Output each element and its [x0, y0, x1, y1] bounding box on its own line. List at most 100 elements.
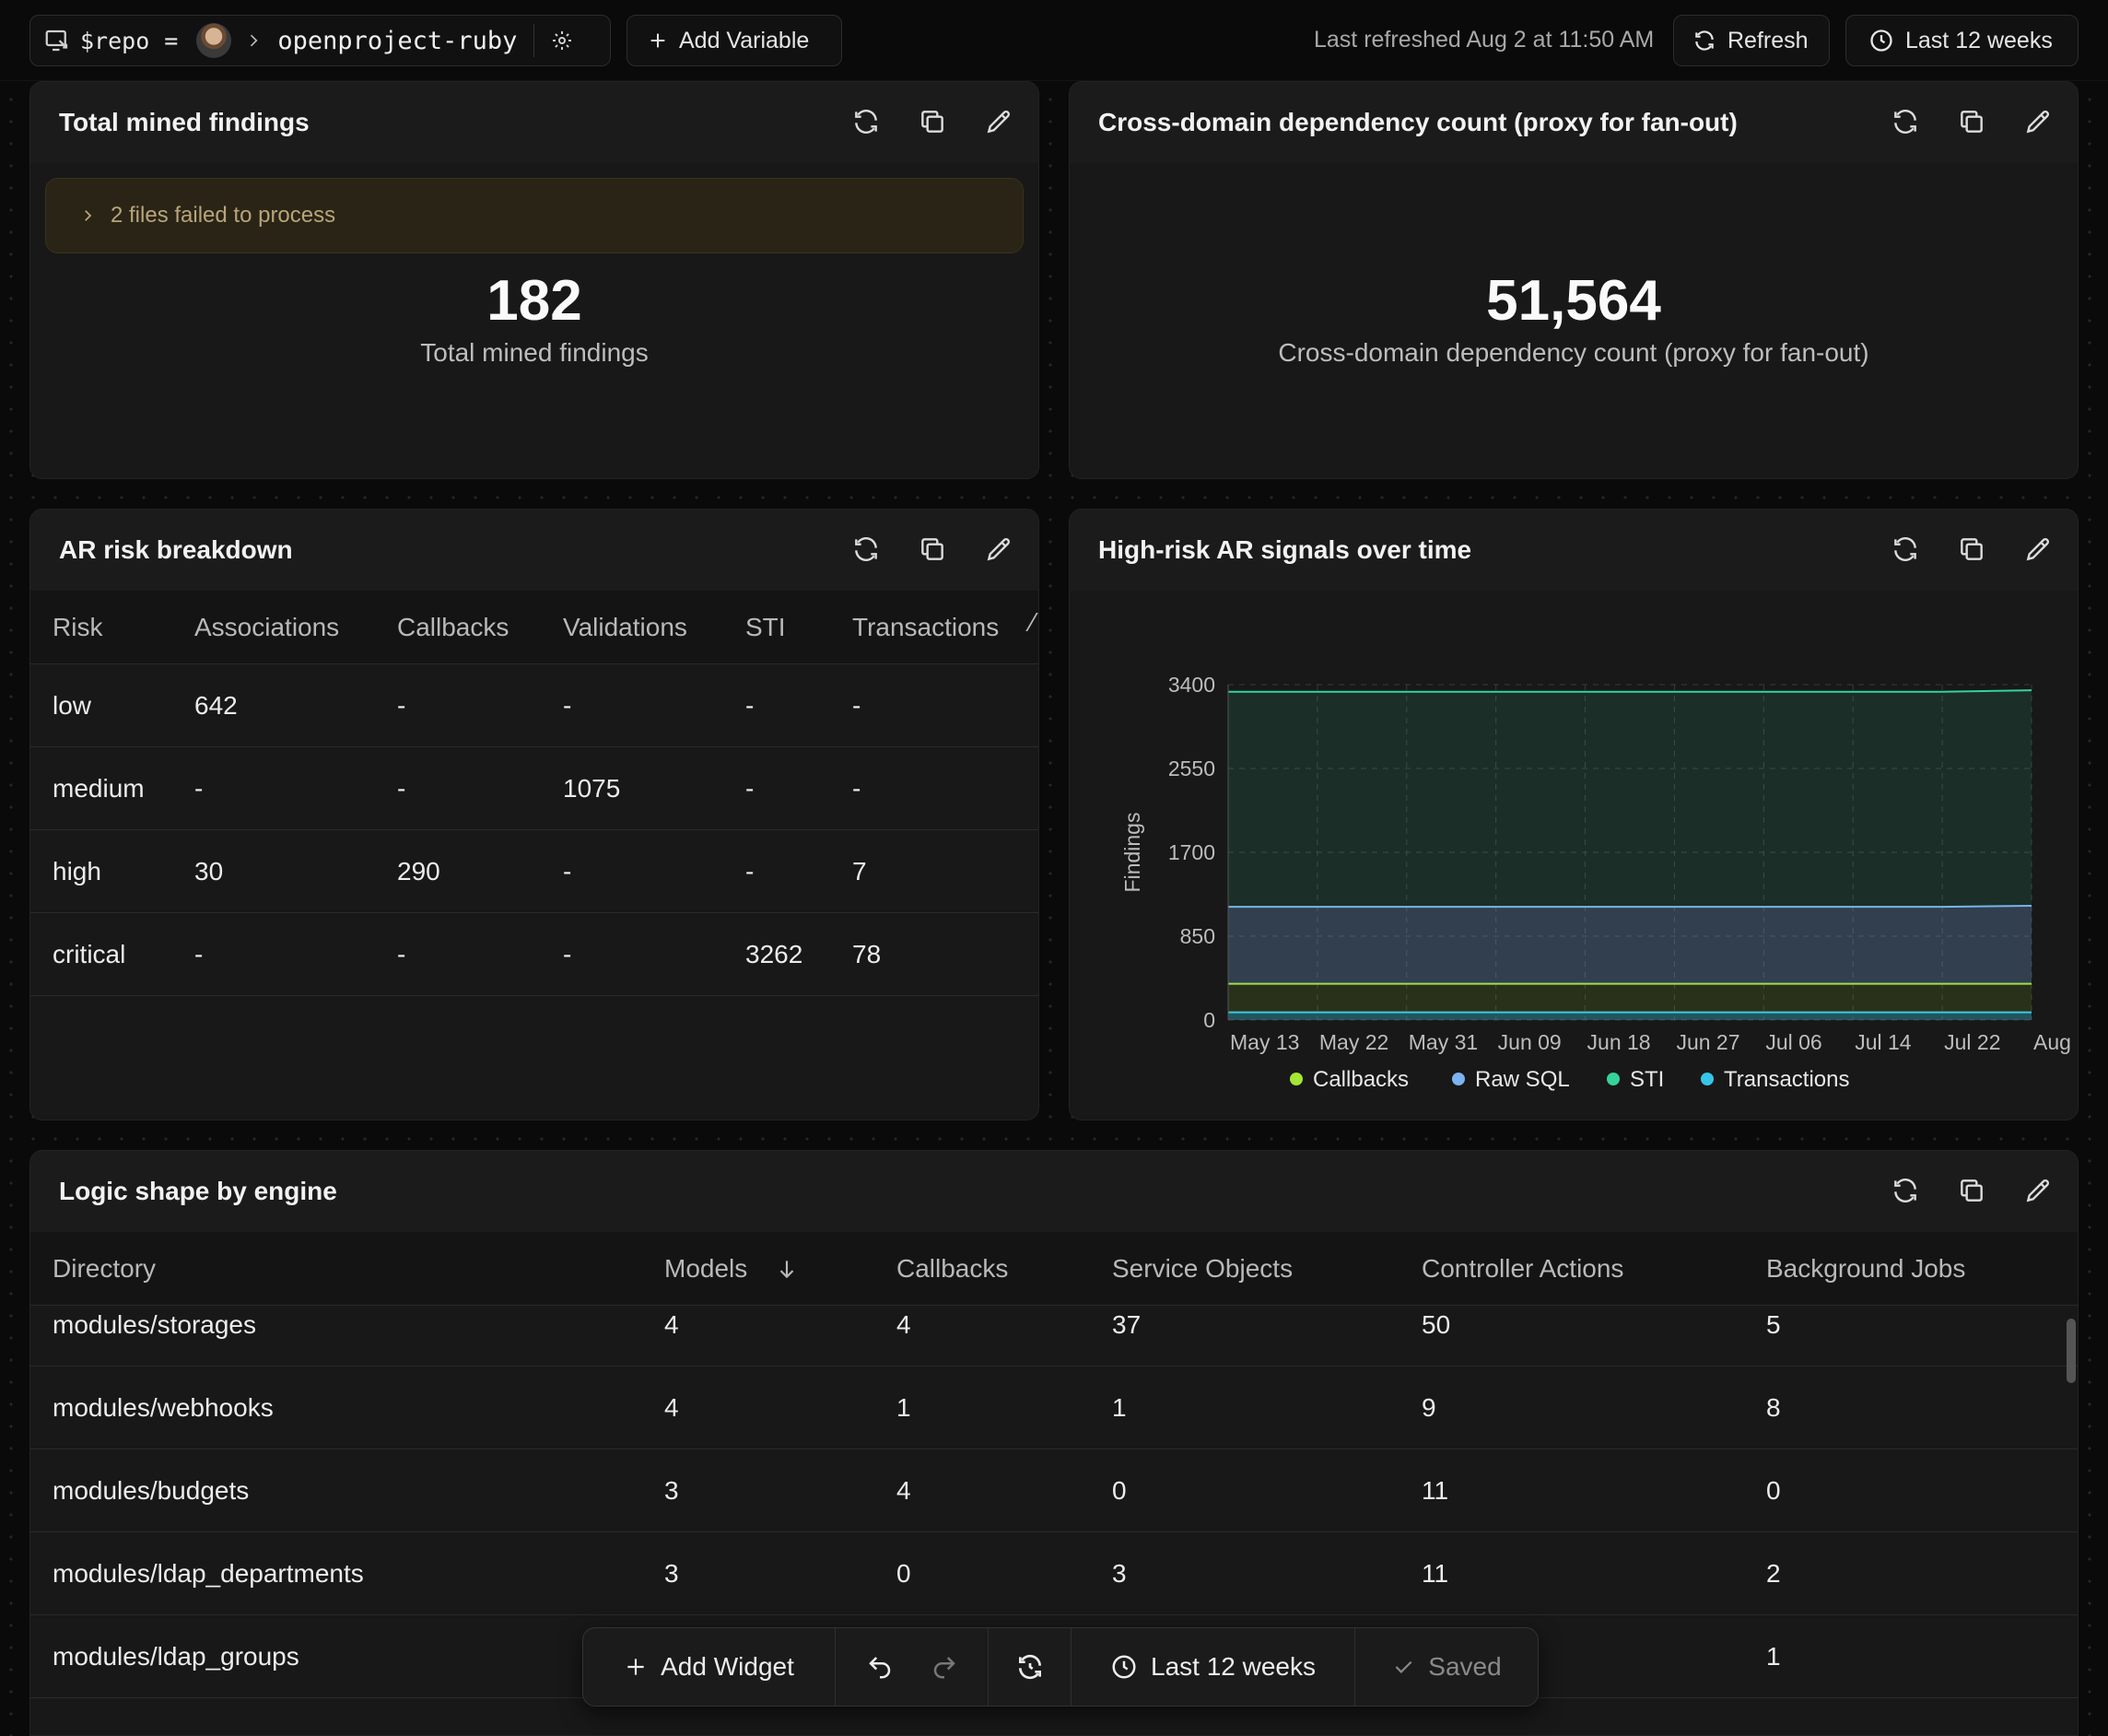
time-range-button[interactable]: Last 12 weeks: [1845, 15, 2079, 66]
last-refreshed: Last refreshed Aug 2 at 11:50 AM: [1314, 27, 1655, 53]
table-cell: -: [745, 857, 755, 886]
clock-icon: [1110, 1653, 1138, 1681]
duplicate-icon[interactable]: [1952, 530, 1991, 569]
column-header[interactable]: Background Jobs: [1766, 1254, 1966, 1283]
scrollbar[interactable]: [2067, 1319, 2076, 1383]
column-header[interactable]: Directory: [53, 1254, 157, 1283]
series-area: [1228, 983, 2032, 1013]
table-header: Directory Models Callbacks Service Objects C…: [30, 1232, 2078, 1306]
add-widget-button[interactable]: Add Widget: [583, 1628, 836, 1706]
x-tick-label: Jul 22: [1944, 1030, 2000, 1054]
warning-text: 2 files failed to process: [111, 203, 336, 228]
duplicate-icon[interactable]: [913, 102, 952, 141]
table-cell: 8: [1766, 1393, 1781, 1422]
duplicate-icon[interactable]: [913, 530, 952, 569]
column-header[interactable]: Controller Actions: [1422, 1254, 1624, 1283]
add-variable-button[interactable]: Add Variable: [627, 15, 842, 66]
table-row[interactable]: medium - - 1075 - -: [30, 747, 1038, 830]
x-tick-label: Jun 09: [1498, 1030, 1562, 1054]
table-cell: 4: [896, 1476, 911, 1505]
variable-icon: [43, 27, 71, 54]
table-cell: high: [53, 857, 101, 886]
table-cell: 37: [1112, 1310, 1142, 1339]
edit-icon[interactable]: [2019, 1171, 2057, 1210]
widget-actions: [847, 530, 1018, 569]
widget-actions: [1886, 1171, 2057, 1210]
table-cell: medium: [53, 774, 145, 803]
duplicate-icon[interactable]: [1952, 102, 1991, 141]
edit-icon[interactable]: [2019, 530, 2057, 569]
x-tick-label: Jul 06: [1765, 1030, 1821, 1054]
table-cell: 0: [1112, 1476, 1127, 1505]
column-header[interactable]: Risk: [53, 613, 103, 641]
redo-icon[interactable]: [931, 1653, 958, 1681]
y-tick-label: 0: [1203, 1008, 1215, 1032]
sort-descending-icon[interactable]: [775, 1257, 799, 1285]
table-cell: 1075: [563, 774, 621, 803]
column-header[interactable]: Callbacks: [397, 613, 509, 641]
series-area: [1228, 1012, 2032, 1020]
divider: [533, 24, 535, 57]
refresh-icon[interactable]: [1886, 102, 1925, 141]
column-header[interactable]: Models: [664, 1254, 748, 1283]
plus-icon: [648, 30, 668, 51]
table-cell: 11: [1422, 1559, 1449, 1588]
ar-risk-widget: AR risk breakdown Risk Associations Callba…: [29, 509, 1039, 1120]
edit-icon[interactable]: [2019, 102, 2057, 141]
auto-refresh-button[interactable]: [989, 1628, 1072, 1706]
files-failed-warning[interactable]: 2 files failed to process: [45, 178, 1024, 253]
clock-icon: [1868, 28, 1894, 53]
table-cell: 30: [194, 857, 224, 886]
table-row[interactable]: modules/budgets 3 4 0 11 0: [30, 1449, 2078, 1532]
x-tick-label: May 13: [1230, 1030, 1299, 1054]
repo-variable-selector[interactable]: $repo = openproject-ruby: [29, 15, 611, 66]
table-row[interactable]: modules/ldap_departments 3 0 3 11 2: [30, 1532, 2078, 1615]
table-cell: 1: [896, 1393, 911, 1422]
x-tick-label: Jul 14: [1855, 1030, 1912, 1054]
table-row[interactable]: high 30 290 - - 7: [30, 830, 1038, 913]
saved-label: Saved: [1428, 1652, 1502, 1681]
time-range-button[interactable]: Last 12 weeks: [1072, 1628, 1355, 1706]
column-header[interactable]: Callbacks: [896, 1254, 1009, 1283]
duplicate-icon[interactable]: [1952, 1171, 1991, 1210]
edit-icon[interactable]: [979, 530, 1018, 569]
refresh-icon[interactable]: [847, 530, 885, 569]
x-tick-label: Jun 18: [1587, 1030, 1651, 1054]
widget-actions: [1886, 102, 2057, 141]
table-row[interactable]: modules/webhooks 4 1 1 9 8: [30, 1367, 2078, 1449]
table-row[interactable]: critical - - - 3262 78: [30, 913, 1038, 996]
table-cell: 2: [1766, 1559, 1781, 1588]
y-tick-label: 3400: [1168, 673, 1215, 697]
x-tick-label: Aug 01: [2033, 1030, 2079, 1054]
edit-icon[interactable]: [979, 102, 1018, 141]
column-header[interactable]: Service Objects: [1112, 1254, 1294, 1283]
y-axis-label: Findings: [1120, 813, 1144, 893]
table-cell: -: [852, 774, 861, 803]
table-cell: 1: [1112, 1393, 1127, 1422]
column-header[interactable]: Validations: [563, 613, 687, 641]
table-cell: 3: [664, 1559, 679, 1588]
widget-header: Logic shape by engine: [30, 1151, 2078, 1232]
table-cell: -: [852, 691, 861, 720]
refresh-icon[interactable]: [1886, 1171, 1925, 1210]
table-cell: -: [563, 857, 572, 886]
gear-icon[interactable]: [551, 29, 573, 52]
table-cell: 0: [896, 1559, 911, 1588]
table-row[interactable]: low 642 - - - -: [30, 664, 1038, 747]
widget-actions: [1886, 530, 2057, 569]
table-row[interactable]: modules/storages 4 4 37 50 5: [30, 1284, 2078, 1367]
undo-icon[interactable]: [866, 1653, 894, 1681]
y-tick-label: 850: [1180, 924, 1215, 948]
chevron-right-icon: [79, 207, 96, 224]
total-findings-widget: Total mined findings 2 files failed to p…: [29, 81, 1039, 479]
column-header[interactable]: Transactions: [852, 613, 1000, 641]
table-cell: -: [194, 774, 204, 803]
table-cell: 7: [852, 857, 867, 886]
refresh-icon[interactable]: [1886, 530, 1925, 569]
variable-name: $repo: [80, 27, 150, 54]
top-bar: $repo = openproject-ruby Add Variable La…: [0, 0, 2108, 81]
column-header[interactable]: Associations: [194, 613, 340, 641]
refresh-icon[interactable]: [847, 102, 885, 141]
refresh-button[interactable]: Refresh: [1673, 15, 1830, 66]
column-header[interactable]: STI: [745, 613, 786, 641]
